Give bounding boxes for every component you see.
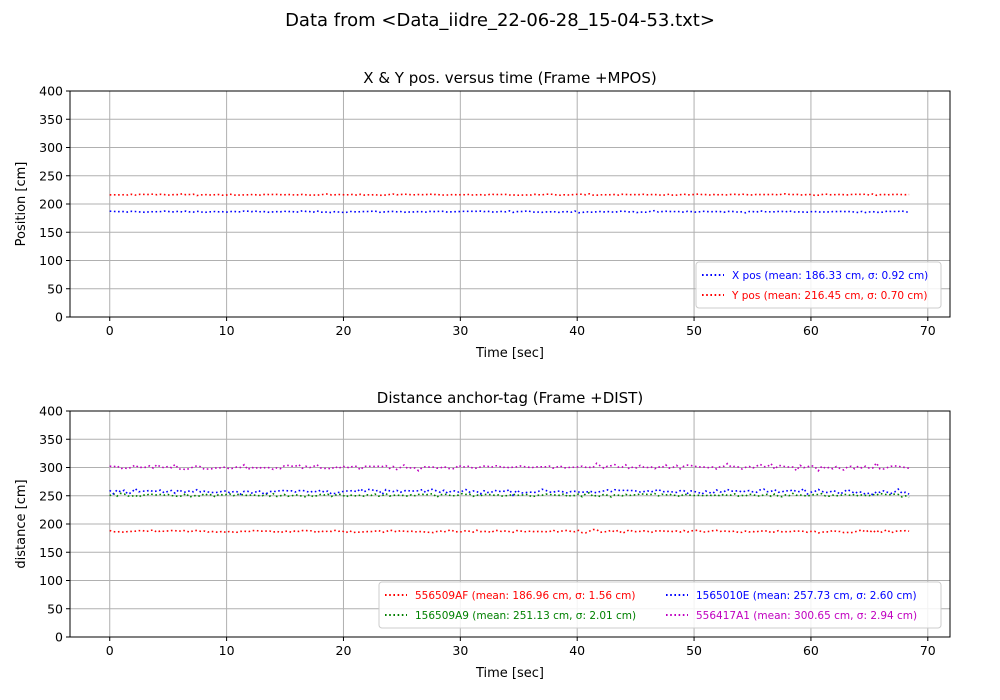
y-tick-label: 350	[39, 432, 63, 447]
chart-title: X & Y pos. versus time (Frame +MPOS)	[363, 69, 656, 87]
x-tick-label: 30	[452, 643, 468, 658]
y-tick-label: 400	[39, 404, 63, 419]
figure-title: Data from <Data_iidre_22-06-28_15-04-53.…	[285, 10, 715, 31]
legend-box	[378, 581, 942, 629]
series-line-556417A1	[109, 461, 910, 473]
legend-label-156509A9: 156509A9 (mean: 251.13 cm, σ: 2.01 cm)	[415, 610, 636, 622]
y-tick-label: 300	[39, 140, 63, 155]
x-tick-label: 50	[686, 643, 702, 658]
x-tick-label: 30	[452, 323, 468, 338]
legend-label-Y pos: Y pos (mean: 216.45 cm, σ: 0.70 cm)	[731, 290, 928, 302]
y-tick-label: 250	[39, 168, 63, 183]
y-tick-label: 0	[55, 630, 63, 645]
y-tick-label: 300	[39, 460, 63, 475]
x-tick-label: 60	[803, 643, 819, 658]
series-line-X pos	[109, 209, 910, 214]
y-tick-label: 50	[47, 601, 63, 616]
y-tick-label: 250	[39, 488, 63, 503]
x-tick-label: 0	[106, 323, 114, 338]
x-tick-label: 40	[569, 323, 585, 338]
y-tick-label: 400	[39, 84, 63, 99]
legend-label-556417A1: 556417A1 (mean: 300.65 cm, σ: 2.94 cm)	[696, 610, 917, 622]
legend-label-1565010E: 1565010E (mean: 257.73 cm, σ: 2.60 cm)	[696, 590, 917, 602]
chart-title: Distance anchor-tag (Frame +DIST)	[377, 389, 643, 407]
y-tick-label: 100	[39, 573, 63, 588]
x-tick-label: 0	[106, 643, 114, 658]
y-tick-label: 0	[55, 310, 63, 325]
x-tick-label: 10	[219, 323, 235, 338]
y-tick-label: 150	[39, 225, 63, 240]
chart-panel-1: 0 10 20 30 40 50 60 70 0 50 100 150 200 250 300 350 400 X…	[14, 69, 951, 361]
x-tick-label: 70	[920, 643, 936, 658]
legend: X pos (mean: 186.33 cm, σ: 0.92 cm) Y pos…	[695, 261, 942, 309]
chart-panel-2: 0 10 20 30 40 50 60 70 0 50 100 150 200 250 300 350 400 D…	[14, 389, 951, 681]
y-tick-label: 200	[39, 517, 63, 532]
x-tick-label: 10	[219, 643, 235, 658]
series-line-556509AF	[109, 528, 910, 535]
y-axis-label: distance [cm]	[14, 479, 29, 568]
legend: 556509AF (mean: 186.96 cm, σ: 1.56 cm) 15…	[378, 581, 942, 629]
y-axis-label: Position [cm]	[14, 162, 29, 247]
y-tick-label: 50	[47, 281, 63, 296]
x-tick-label: 20	[336, 643, 352, 658]
x-tick-label: 40	[569, 643, 585, 658]
y-tick-label: 150	[39, 545, 63, 560]
x-tick-label: 60	[803, 323, 819, 338]
x-tick-label: 70	[920, 323, 936, 338]
x-tick-label: 20	[336, 323, 352, 338]
x-tick-label: 50	[686, 323, 702, 338]
series-line-Y pos	[109, 192, 910, 197]
legend-label-X pos: X pos (mean: 186.33 cm, σ: 0.92 cm)	[732, 270, 928, 282]
legend-label-556509AF: 556509AF (mean: 186.96 cm, σ: 1.56 cm)	[415, 590, 636, 602]
legend-box	[695, 261, 942, 309]
y-tick-label: 200	[39, 197, 63, 212]
y-tick-label: 350	[39, 112, 63, 127]
x-axis-label: Time [sec]	[475, 666, 544, 681]
series-line-156509A9	[109, 491, 910, 499]
series-line-1565010E	[109, 487, 910, 497]
x-axis-label: Time [sec]	[475, 346, 544, 361]
y-tick-label: 100	[39, 253, 63, 268]
